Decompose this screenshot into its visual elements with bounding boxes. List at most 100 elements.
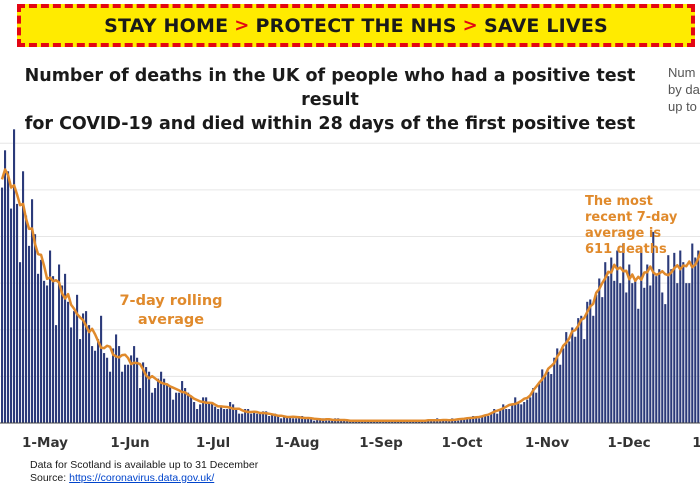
daily-death-bar [52, 276, 55, 423]
daily-death-bar [508, 409, 511, 423]
daily-death-bar [238, 413, 241, 423]
daily-death-bar [553, 357, 556, 423]
daily-death-bar [16, 203, 19, 423]
source-label: Source: [30, 472, 67, 484]
daily-death-bar [178, 392, 181, 423]
daily-death-bar [550, 374, 553, 423]
daily-death-bar [31, 199, 34, 423]
daily-death-bar [58, 264, 61, 423]
recent-average-annotation: average is [585, 226, 661, 241]
daily-death-bar [568, 341, 571, 423]
daily-death-bar [673, 252, 676, 423]
daily-death-bar [478, 418, 481, 423]
daily-death-bar [217, 409, 220, 423]
daily-death-bar [328, 420, 331, 423]
daily-death-bar [640, 250, 643, 423]
daily-death-bar [505, 409, 508, 423]
daily-death-bar [340, 420, 343, 423]
daily-death-bar [46, 285, 49, 423]
daily-death-bar [655, 276, 658, 423]
daily-death-bar [538, 383, 541, 423]
daily-death-bar [49, 250, 52, 423]
chart-title: Number of deaths in the UK of people who… [0, 64, 660, 136]
daily-death-bar [193, 402, 196, 423]
daily-death-bar [61, 285, 64, 423]
daily-death-bar [604, 262, 607, 423]
daily-death-bar [199, 404, 202, 423]
daily-death-bar [643, 287, 646, 423]
daily-death-bar [190, 397, 193, 423]
daily-death-bar [667, 255, 670, 423]
daily-death-bar [262, 411, 265, 423]
daily-death-bar [223, 409, 226, 423]
daily-death-bar [469, 418, 472, 423]
daily-death-bar [433, 420, 436, 423]
x-tick-label: 1-Aug [275, 435, 320, 451]
daily-death-bar [592, 315, 595, 423]
daily-death-bar [610, 257, 613, 423]
daily-death-bar [22, 171, 25, 423]
daily-death-bar [442, 420, 445, 423]
daily-death-bar [493, 409, 496, 423]
daily-death-bar [694, 257, 697, 423]
daily-death-bar [298, 416, 301, 423]
source-line: Source: https://coronavirus.data.gov.uk/ [30, 472, 214, 484]
daily-death-bar [94, 350, 97, 423]
daily-death-bar [448, 420, 451, 423]
daily-death-bar [502, 404, 505, 423]
daily-death-bar [559, 364, 562, 423]
daily-death-bar [685, 283, 688, 423]
daily-death-bar [247, 409, 250, 423]
daily-death-bar [172, 399, 175, 423]
x-tick-label: 1-Dec [607, 435, 650, 451]
daily-death-bar [544, 376, 547, 423]
daily-death-bar [97, 339, 100, 423]
daily-death-bar [100, 315, 103, 423]
daily-death-bar [535, 392, 538, 423]
cut-off-side-note: Num by da up to [668, 64, 700, 115]
daily-death-bar [628, 264, 631, 423]
daily-death-bar [205, 397, 208, 423]
daily-death-bar [661, 292, 664, 423]
daily-death-bar [13, 129, 16, 424]
daily-death-bar [295, 418, 298, 423]
daily-death-bar [286, 416, 289, 423]
daily-death-bar [556, 348, 559, 423]
daily-death-bar [631, 283, 634, 423]
daily-death-bar [304, 418, 307, 423]
daily-death-bar [220, 406, 223, 423]
daily-death-bar [313, 420, 316, 423]
daily-death-bar [187, 392, 190, 423]
daily-death-bar [688, 283, 691, 423]
source-link[interactable]: https://coronavirus.data.gov.uk/ [69, 472, 215, 484]
daily-death-bar [649, 285, 652, 423]
daily-death-bar [697, 250, 700, 423]
daily-death-bar [577, 318, 580, 423]
daily-death-bar [85, 311, 88, 423]
daily-death-bar [268, 416, 271, 423]
daily-death-bar [109, 371, 112, 423]
daily-death-bar [616, 250, 619, 423]
chart-title-line2: for COVID-19 and died within 28 days of … [24, 114, 636, 134]
daily-death-bar [259, 413, 262, 423]
daily-death-bar [658, 269, 661, 423]
daily-death-bar [43, 280, 46, 423]
daily-death-bar [235, 409, 238, 423]
daily-death-bar [490, 413, 493, 423]
daily-death-bar [274, 413, 277, 423]
daily-death-bar [289, 416, 292, 423]
daily-death-bar [271, 413, 274, 423]
daily-death-bar [346, 420, 349, 423]
daily-death-bar [145, 367, 148, 423]
daily-death-bar [619, 283, 622, 423]
daily-death-bar [325, 420, 328, 423]
daily-death-bar [34, 234, 37, 423]
daily-death-bar [613, 280, 616, 423]
daily-death-bar [19, 262, 22, 423]
daily-death-bar [256, 413, 259, 423]
daily-death-bar [136, 357, 139, 423]
daily-death-bar [106, 357, 109, 423]
recent-average-annotation: 611 deaths [585, 242, 667, 257]
daily-death-bar [292, 418, 295, 423]
daily-death-bar [547, 371, 550, 423]
